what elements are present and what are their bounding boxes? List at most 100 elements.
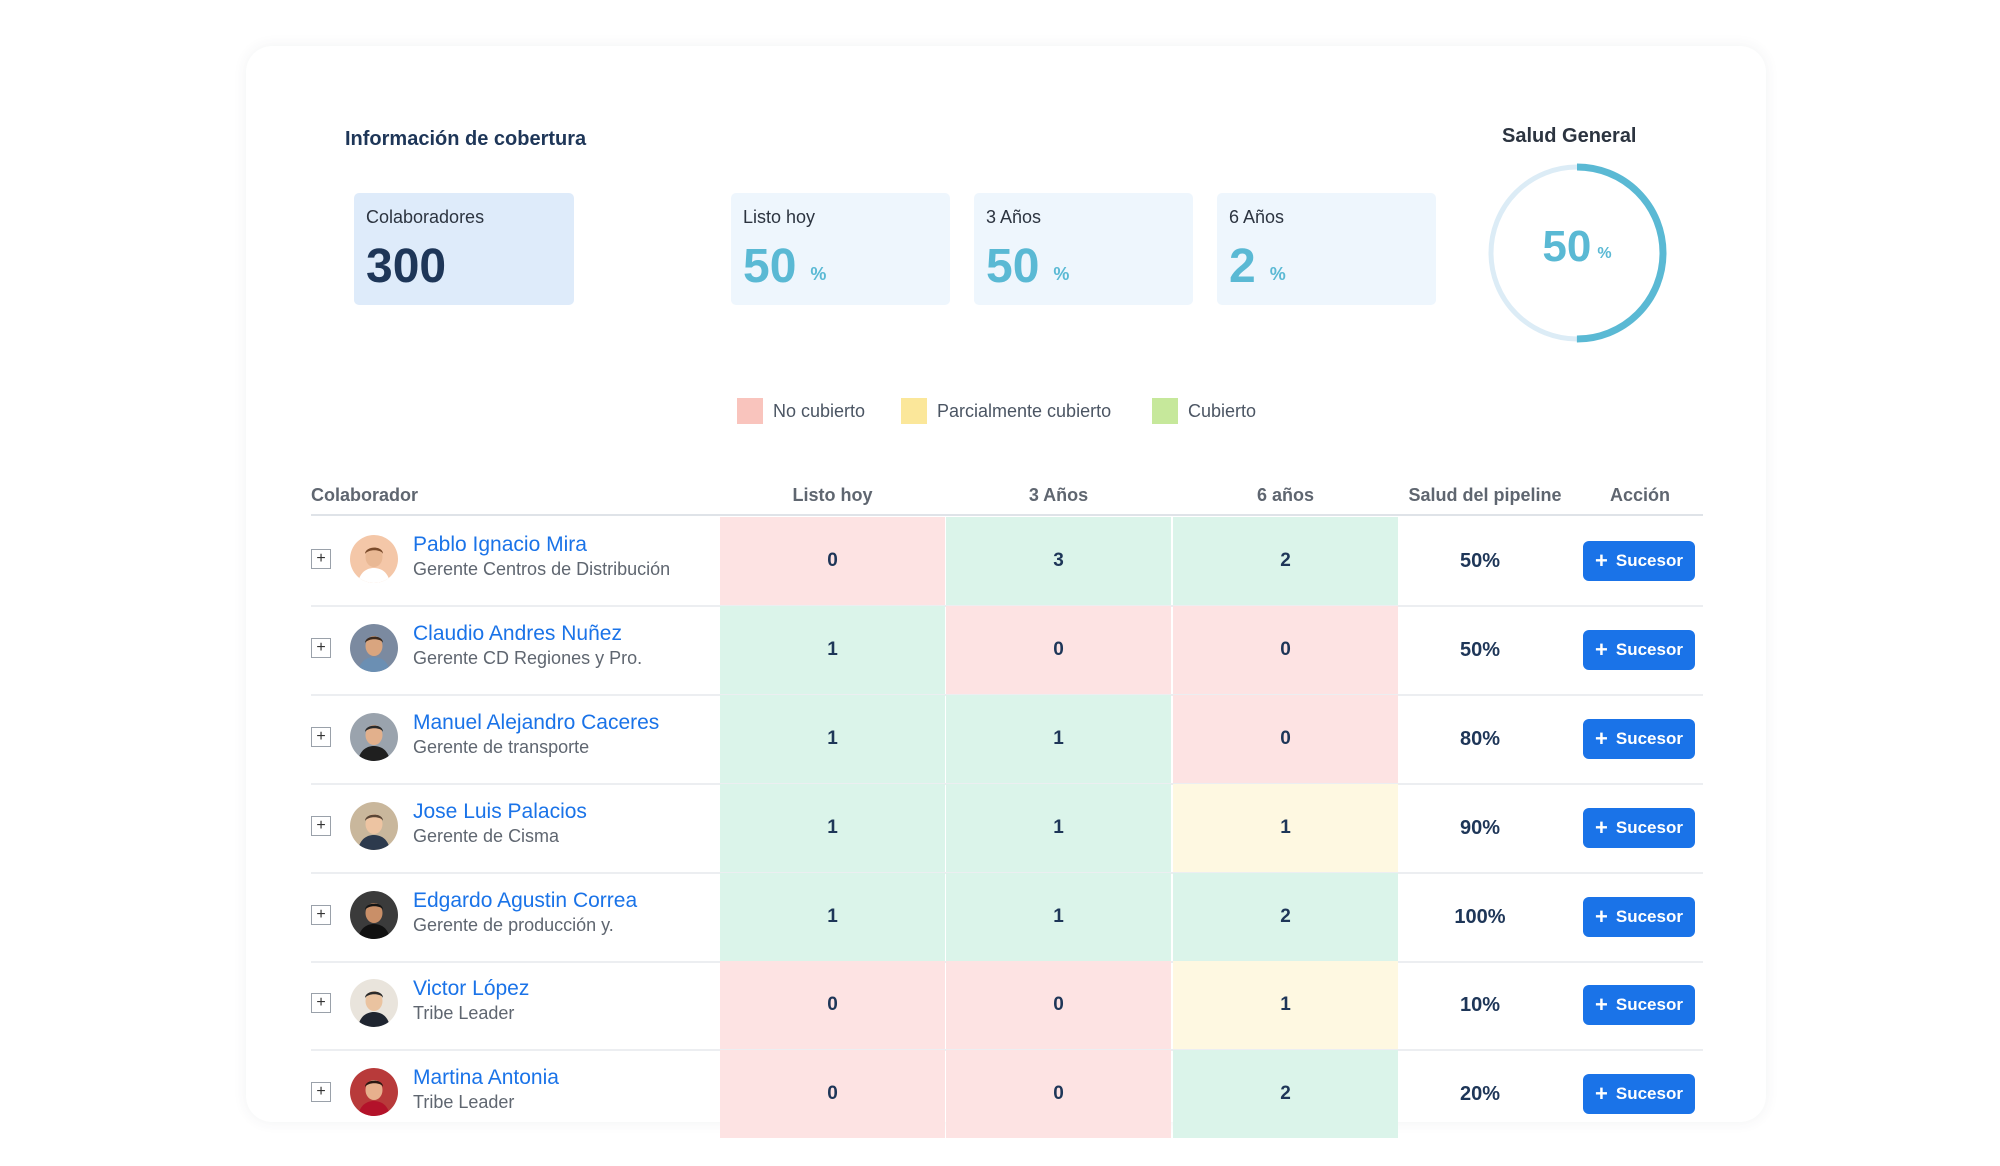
avatar bbox=[350, 624, 398, 672]
add-successor-button[interactable]: + Sucesor bbox=[1583, 1074, 1695, 1114]
avatar bbox=[350, 891, 398, 939]
legend-label: No cubierto bbox=[773, 400, 866, 421]
expand-row-button[interactable]: + bbox=[311, 638, 331, 658]
header-six-years: 6 años bbox=[1256, 485, 1315, 505]
avatar bbox=[350, 979, 398, 1027]
table-row: + Pablo Ignacio Mira Gerente Centros de D… bbox=[0, 517, 2000, 605]
pipeline-health-value: 80% bbox=[1459, 727, 1501, 750]
plus-icon: + bbox=[1595, 904, 1608, 929]
collaborator-name[interactable]: Edgardo Agustin Correa bbox=[413, 889, 638, 912]
coverage-cell-six: 2 bbox=[1173, 1050, 1398, 1138]
collaborator-name[interactable]: Victor López bbox=[413, 977, 530, 1000]
legend-swatch bbox=[1152, 398, 1178, 424]
kpi-three-years: 3 Años 50% bbox=[974, 193, 1193, 305]
coverage-cell-six: 1 bbox=[1173, 784, 1398, 872]
kpi-value: 300 bbox=[366, 240, 447, 293]
legend-swatch bbox=[737, 398, 763, 424]
coverage-cell-three: 0 bbox=[946, 961, 1171, 1049]
collaborator-name[interactable]: Manuel Alejandro Caceres bbox=[413, 711, 660, 734]
kpi-value: 50% bbox=[986, 240, 1070, 293]
coverage-cell-today: 1 bbox=[720, 784, 945, 872]
collaborator-name[interactable]: Pablo Ignacio Mira bbox=[413, 533, 587, 556]
collaborator-role: Gerente de transporte bbox=[413, 737, 590, 757]
avatar bbox=[350, 802, 398, 850]
plus-icon: + bbox=[1595, 1081, 1608, 1106]
kpi-collaborators: Colaboradores 300 bbox=[354, 193, 574, 305]
health-gauge bbox=[1487, 163, 1667, 343]
pipeline-health-value: 50% bbox=[1459, 549, 1501, 572]
legend-label: Cubierto bbox=[1188, 400, 1257, 421]
kpi-label: Colaboradores bbox=[366, 207, 485, 227]
avatar bbox=[350, 535, 398, 583]
expand-row-button[interactable]: + bbox=[311, 993, 331, 1013]
gauge-progress bbox=[1487, 163, 1667, 343]
collaborator-role: Gerente CD Regiones y Pro. bbox=[413, 648, 643, 668]
kpi-ready-today: Listo hoy 50% bbox=[731, 193, 950, 305]
legend-swatch bbox=[901, 398, 927, 424]
pipeline-health-value: 90% bbox=[1459, 816, 1501, 839]
expand-row-button[interactable]: + bbox=[311, 1082, 331, 1102]
kpi-label: Listo hoy bbox=[743, 207, 816, 227]
collaborator-role: Gerente de Cisma bbox=[413, 826, 560, 846]
coverage-cell-today: 1 bbox=[720, 695, 945, 783]
expand-row-button[interactable]: + bbox=[311, 727, 331, 747]
coverage-cell-six: 0 bbox=[1173, 695, 1398, 783]
button-label: Sucesor bbox=[1615, 995, 1683, 1014]
collaborator-name[interactable]: Martina Antonia bbox=[413, 1066, 559, 1089]
expand-row-button[interactable]: + bbox=[311, 549, 331, 569]
coverage-cell-six: 2 bbox=[1173, 873, 1398, 961]
coverage-cell-three: 1 bbox=[946, 784, 1171, 872]
collaborator-role: Tribe Leader bbox=[413, 1003, 515, 1023]
pipeline-health-value: 10% bbox=[1459, 993, 1501, 1016]
add-successor-button[interactable]: + Sucesor bbox=[1583, 808, 1695, 848]
plus-icon: + bbox=[1595, 548, 1608, 573]
add-successor-button[interactable]: + Sucesor bbox=[1583, 897, 1695, 937]
table-row: + Victor López Tribe Leader 0 0 1 10% + Sucesor bbox=[0, 961, 2000, 1049]
section-title: Información de cobertura bbox=[345, 128, 587, 150]
table-row: + Edgardo Agustin Correa Gerente de produ… bbox=[0, 873, 2000, 961]
coverage-cell-three: 0 bbox=[946, 606, 1171, 694]
pipeline-health-value: 50% bbox=[1459, 638, 1501, 661]
pipeline-health-value: 20% bbox=[1459, 1082, 1501, 1105]
kpi-label: 6 Años bbox=[1229, 207, 1285, 227]
legend-partially-covered: Parcialmente cubierto bbox=[901, 398, 1111, 424]
coverage-cell-three: 1 bbox=[946, 873, 1171, 961]
button-label: Sucesor bbox=[1615, 640, 1683, 659]
avatar bbox=[350, 1068, 398, 1116]
button-label: Sucesor bbox=[1615, 818, 1683, 837]
coverage-cell-three: 3 bbox=[946, 517, 1171, 605]
collaborator-role: Gerente de producción y. bbox=[413, 915, 614, 935]
table-row: + Manuel Alejandro Caceres Gerente de tra… bbox=[0, 695, 2000, 783]
collaborator-name[interactable]: Jose Luis Palacios bbox=[413, 800, 587, 823]
add-successor-button[interactable]: + Sucesor bbox=[1583, 630, 1695, 670]
add-successor-button[interactable]: + Sucesor bbox=[1583, 719, 1695, 759]
pipeline-health-value: 100% bbox=[1454, 905, 1506, 928]
coverage-cell-six: 2 bbox=[1173, 517, 1398, 605]
kpi-value: 50% bbox=[743, 240, 827, 293]
header-divider bbox=[311, 514, 1703, 516]
add-successor-button[interactable]: + Sucesor bbox=[1583, 541, 1695, 581]
collaborator-name[interactable]: Claudio Andres Nuñez bbox=[413, 622, 622, 645]
kpi-six-years: 6 Años 2% bbox=[1217, 193, 1436, 305]
header-pipeline-health: Salud del pipeline bbox=[1408, 485, 1562, 505]
plus-icon: + bbox=[1595, 637, 1608, 662]
add-successor-button[interactable]: + Sucesor bbox=[1583, 985, 1695, 1025]
table-row: + Martina Antonia Tribe Leader 0 0 2 20% + Suce… bbox=[0, 1050, 2000, 1138]
button-label: Sucesor bbox=[1615, 1084, 1683, 1103]
expand-row-button[interactable]: + bbox=[311, 905, 331, 925]
plus-icon: + bbox=[1595, 992, 1608, 1017]
expand-row-button[interactable]: + bbox=[311, 816, 331, 836]
button-label: Sucesor bbox=[1615, 907, 1683, 926]
collaborator-role: Gerente Centros de Distribución bbox=[413, 559, 671, 579]
coverage-cell-today: 0 bbox=[720, 961, 945, 1049]
table-row: + Claudio Andres Nuñez Gerente CD Regione… bbox=[0, 606, 2000, 694]
coverage-cell-six: 0 bbox=[1173, 606, 1398, 694]
legend-not-covered: No cubierto bbox=[737, 398, 865, 424]
header-ready-today: Listo hoy bbox=[792, 485, 873, 505]
header-collaborator: Colaborador bbox=[311, 485, 419, 505]
table-row: + Jose Luis Palacios Gerente de Cisma 1 1 1 9… bbox=[0, 784, 2000, 872]
plus-icon: + bbox=[1595, 726, 1608, 751]
plus-icon: + bbox=[1595, 815, 1608, 840]
header-action: Acción bbox=[1609, 485, 1670, 505]
coverage-cell-today: 1 bbox=[720, 873, 945, 961]
